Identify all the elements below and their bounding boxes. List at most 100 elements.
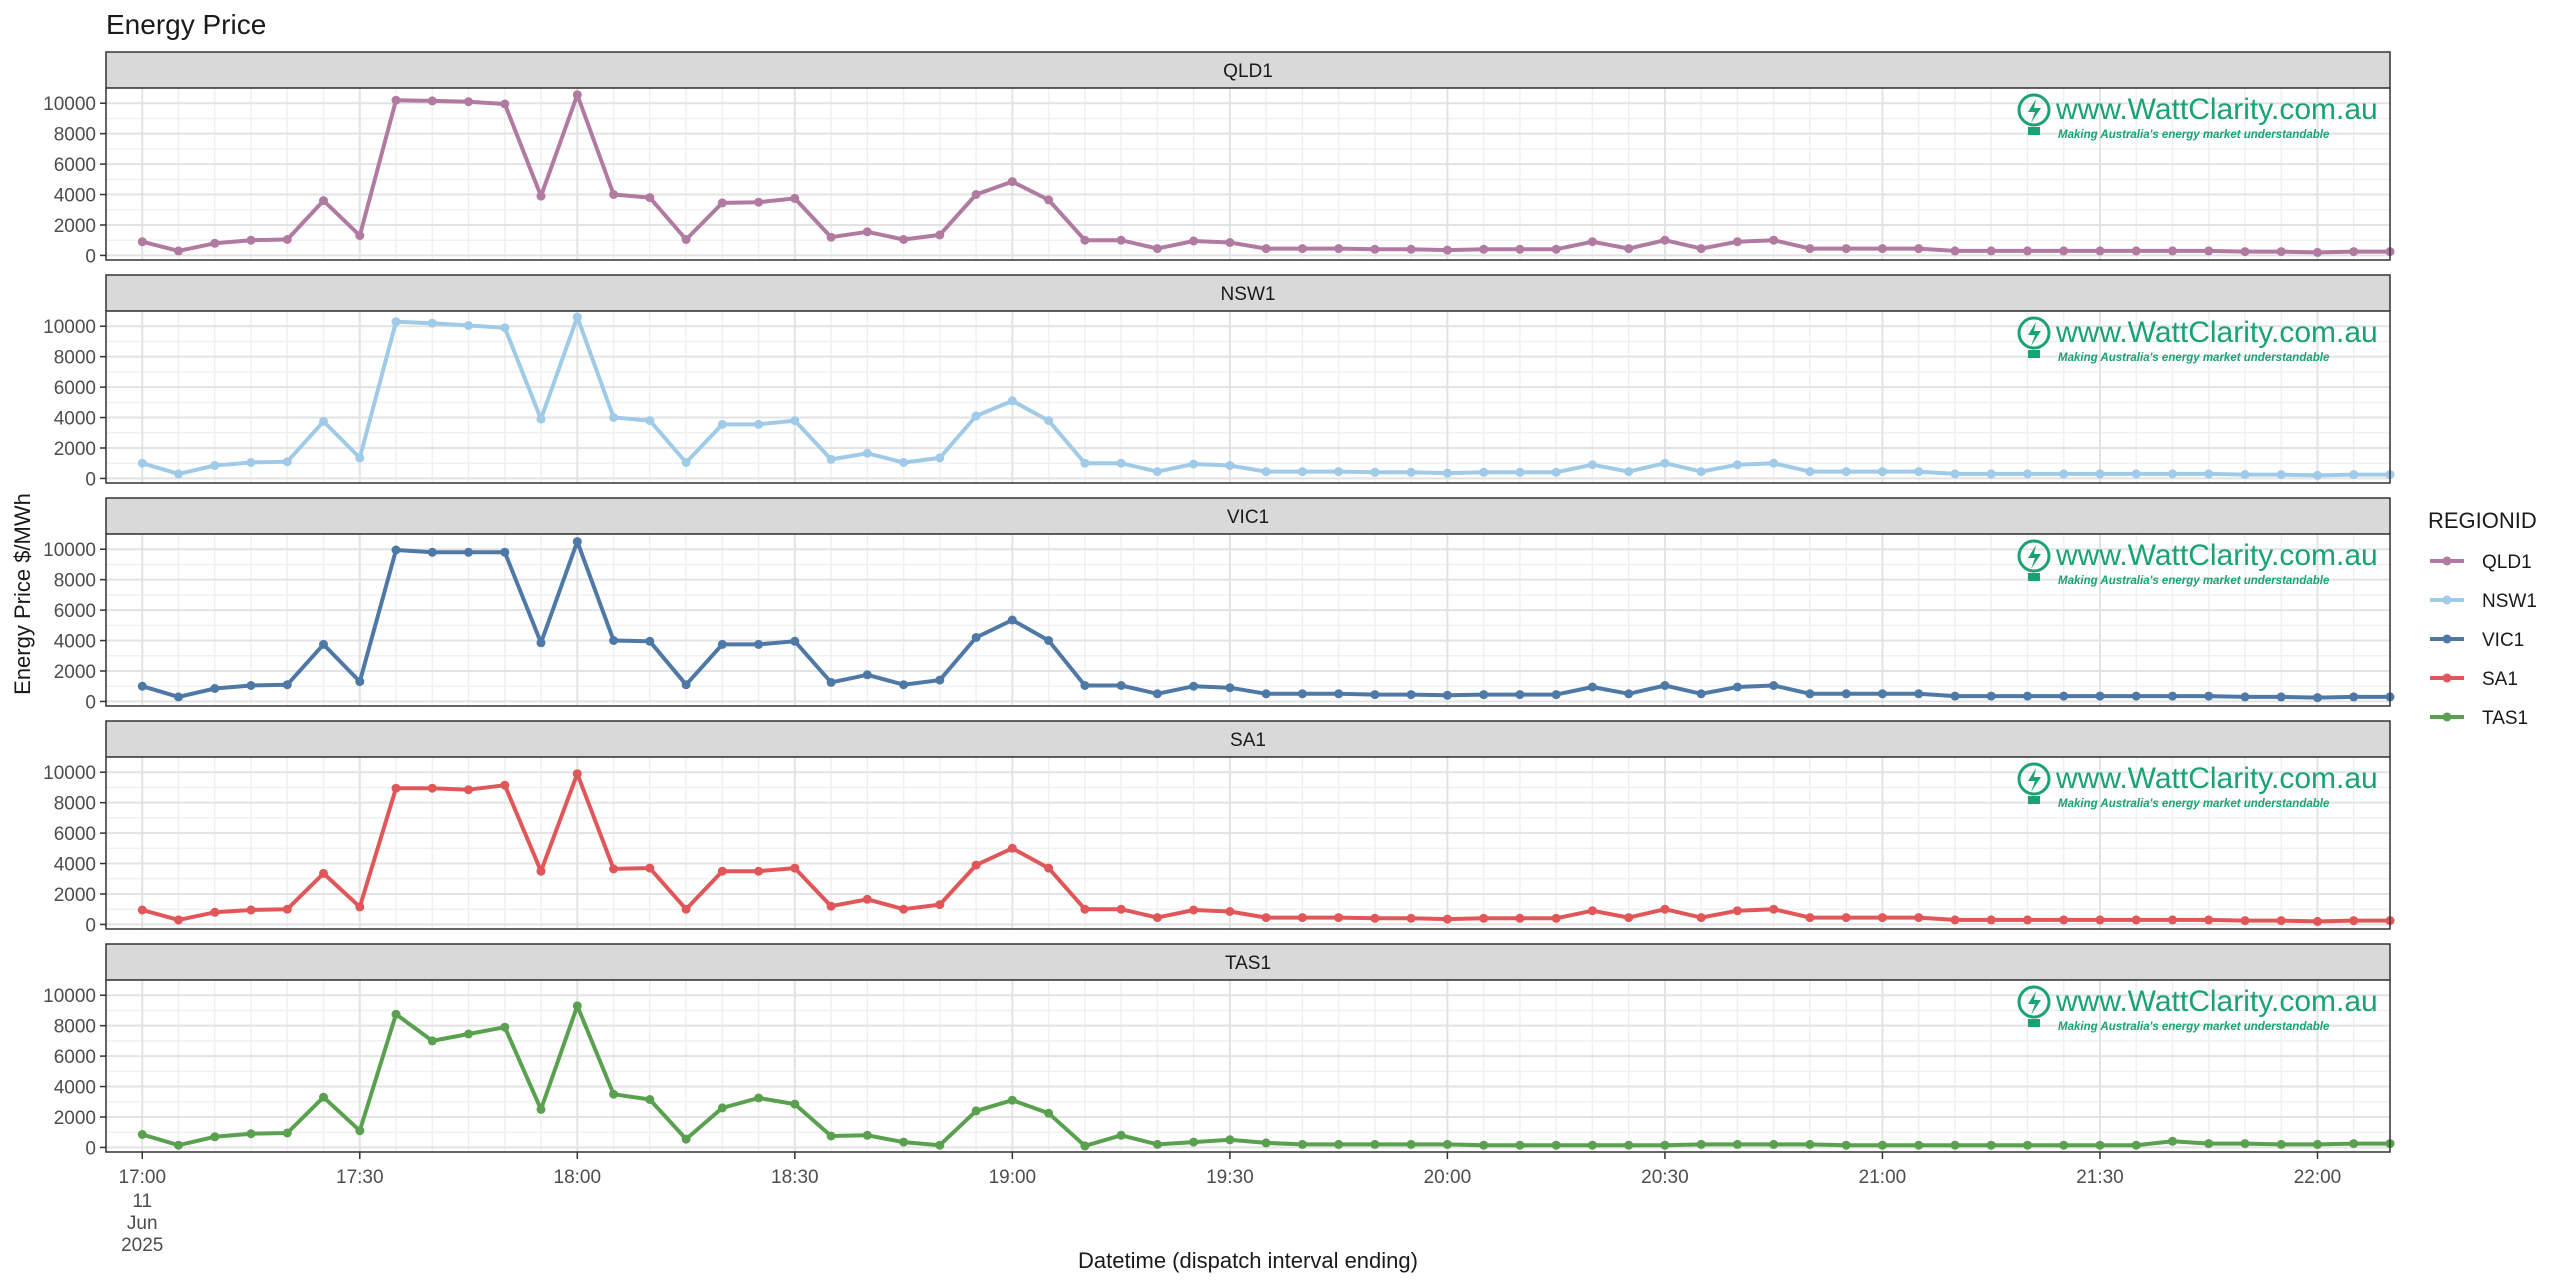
- data-point: [971, 633, 981, 642]
- y-tick-label: 2000: [54, 439, 96, 460]
- data-point: [754, 419, 764, 429]
- data-point: [754, 197, 764, 207]
- data-point: [1297, 689, 1307, 699]
- legend-key-point: [2442, 712, 2452, 722]
- data-point: [1877, 913, 1887, 923]
- y-axis-title: Energy Price $/MWh: [10, 493, 35, 695]
- data-point: [1442, 245, 1452, 255]
- y-tick-label: 2000: [54, 1108, 96, 1129]
- data-point: [1624, 467, 1634, 477]
- data-point: [1189, 1137, 1199, 1147]
- data-point: [1587, 237, 1597, 247]
- data-point: [355, 453, 365, 463]
- data-point: [427, 1036, 437, 1046]
- facet-strip: [105, 274, 2391, 312]
- data-point: [464, 1029, 473, 1039]
- data-point: [2349, 470, 2359, 480]
- legend-item-nsw1: NSW1: [2430, 591, 2537, 612]
- data-point: [2095, 915, 2105, 925]
- x-tick-label: 20:00: [1424, 1167, 1472, 1188]
- data-point: [282, 1128, 292, 1138]
- data-point: [1660, 235, 1670, 245]
- bulb-icon: [2017, 762, 2051, 796]
- data-point: [391, 1009, 401, 1019]
- data-point: [282, 904, 292, 914]
- facet-strip-label: SA1: [1230, 730, 1266, 751]
- x-tick-sublabel: 11: [132, 1191, 152, 1212]
- data-point: [1950, 915, 1960, 925]
- data-point: [1334, 1139, 1344, 1149]
- data-point: [572, 537, 582, 547]
- facet-strip: [105, 51, 2391, 89]
- data-point: [1080, 235, 1090, 245]
- data-point: [935, 1140, 945, 1150]
- data-point: [1370, 913, 1380, 923]
- watermark: www.WattClarity.com.au Making Australia's…: [2017, 93, 2378, 141]
- legend-key-point: [2442, 556, 2452, 566]
- data-point: [427, 547, 437, 557]
- data-point: [790, 1099, 800, 1109]
- data-point: [1986, 1140, 1996, 1150]
- data-point: [1225, 907, 1235, 916]
- legend-label: VIC1: [2482, 630, 2524, 651]
- data-point: [826, 901, 836, 911]
- x-tick-label: 19:30: [1206, 1167, 1254, 1188]
- data-point: [1877, 1140, 1887, 1150]
- data-point: [2313, 916, 2322, 926]
- y-tick-label: 10000: [43, 317, 96, 338]
- x-tick-label: 20:30: [1641, 1167, 1689, 1188]
- legend-item-qld1: QLD1: [2430, 552, 2532, 573]
- bulb-base-icon: [2028, 573, 2040, 581]
- data-point: [2023, 246, 2032, 256]
- data-point: [174, 692, 183, 702]
- data-point: [1406, 244, 1416, 254]
- lightning-icon: [2028, 545, 2041, 569]
- data-point: [645, 1095, 655, 1104]
- data-point: [2349, 1139, 2359, 1149]
- x-tick-sublabel: 2025: [121, 1235, 163, 1256]
- data-point: [2059, 469, 2069, 479]
- watermark: www.WattClarity.com.au Making Australia's…: [2017, 762, 2378, 810]
- data-point: [2168, 691, 2177, 701]
- data-point: [1660, 1140, 1670, 1150]
- data-point: [500, 780, 510, 790]
- data-point: [1406, 690, 1416, 700]
- data-point: [1044, 195, 1054, 205]
- data-point: [2131, 915, 2141, 925]
- data-point: [1515, 244, 1525, 254]
- data-point: [1152, 244, 1162, 254]
- watermark: www.WattClarity.com.au Making Australia's…: [2017, 539, 2378, 587]
- data-point: [1044, 416, 1054, 426]
- lightning-icon: [2028, 99, 2041, 123]
- data-point: [464, 547, 473, 557]
- facet-panel-vic1: VIC1 0 2000 4000 6000 8000 10000 www.WattClarit…: [43, 497, 2395, 713]
- data-point: [609, 636, 619, 645]
- data-point: [1732, 682, 1742, 692]
- legend-label: TAS1: [2482, 708, 2528, 729]
- watermark-url: www.WattClarity.com.au: [2055, 316, 2378, 349]
- data-point: [2131, 691, 2141, 701]
- data-point: [1334, 913, 1344, 923]
- data-point: [500, 547, 510, 557]
- data-point: [2023, 469, 2032, 479]
- data-point: [1406, 1139, 1416, 1149]
- data-point: [2059, 1140, 2069, 1150]
- data-point: [1189, 459, 1199, 469]
- data-point: [1225, 683, 1235, 693]
- y-tick-label: 10000: [43, 763, 96, 784]
- data-point: [1007, 615, 1017, 625]
- data-point: [319, 639, 328, 649]
- data-point: [1805, 913, 1815, 923]
- legend-label: NSW1: [2482, 591, 2537, 612]
- data-point: [1334, 689, 1344, 699]
- watermark-url: www.WattClarity.com.au: [2055, 93, 2378, 126]
- data-point: [2168, 246, 2177, 256]
- data-point: [2276, 1139, 2286, 1149]
- data-point: [1660, 458, 1670, 468]
- data-point: [1587, 682, 1597, 692]
- data-point: [1152, 913, 1162, 923]
- data-point: [2023, 691, 2032, 701]
- data-point: [645, 636, 655, 646]
- data-point: [2313, 1139, 2322, 1149]
- bulb-icon: [2017, 539, 2051, 573]
